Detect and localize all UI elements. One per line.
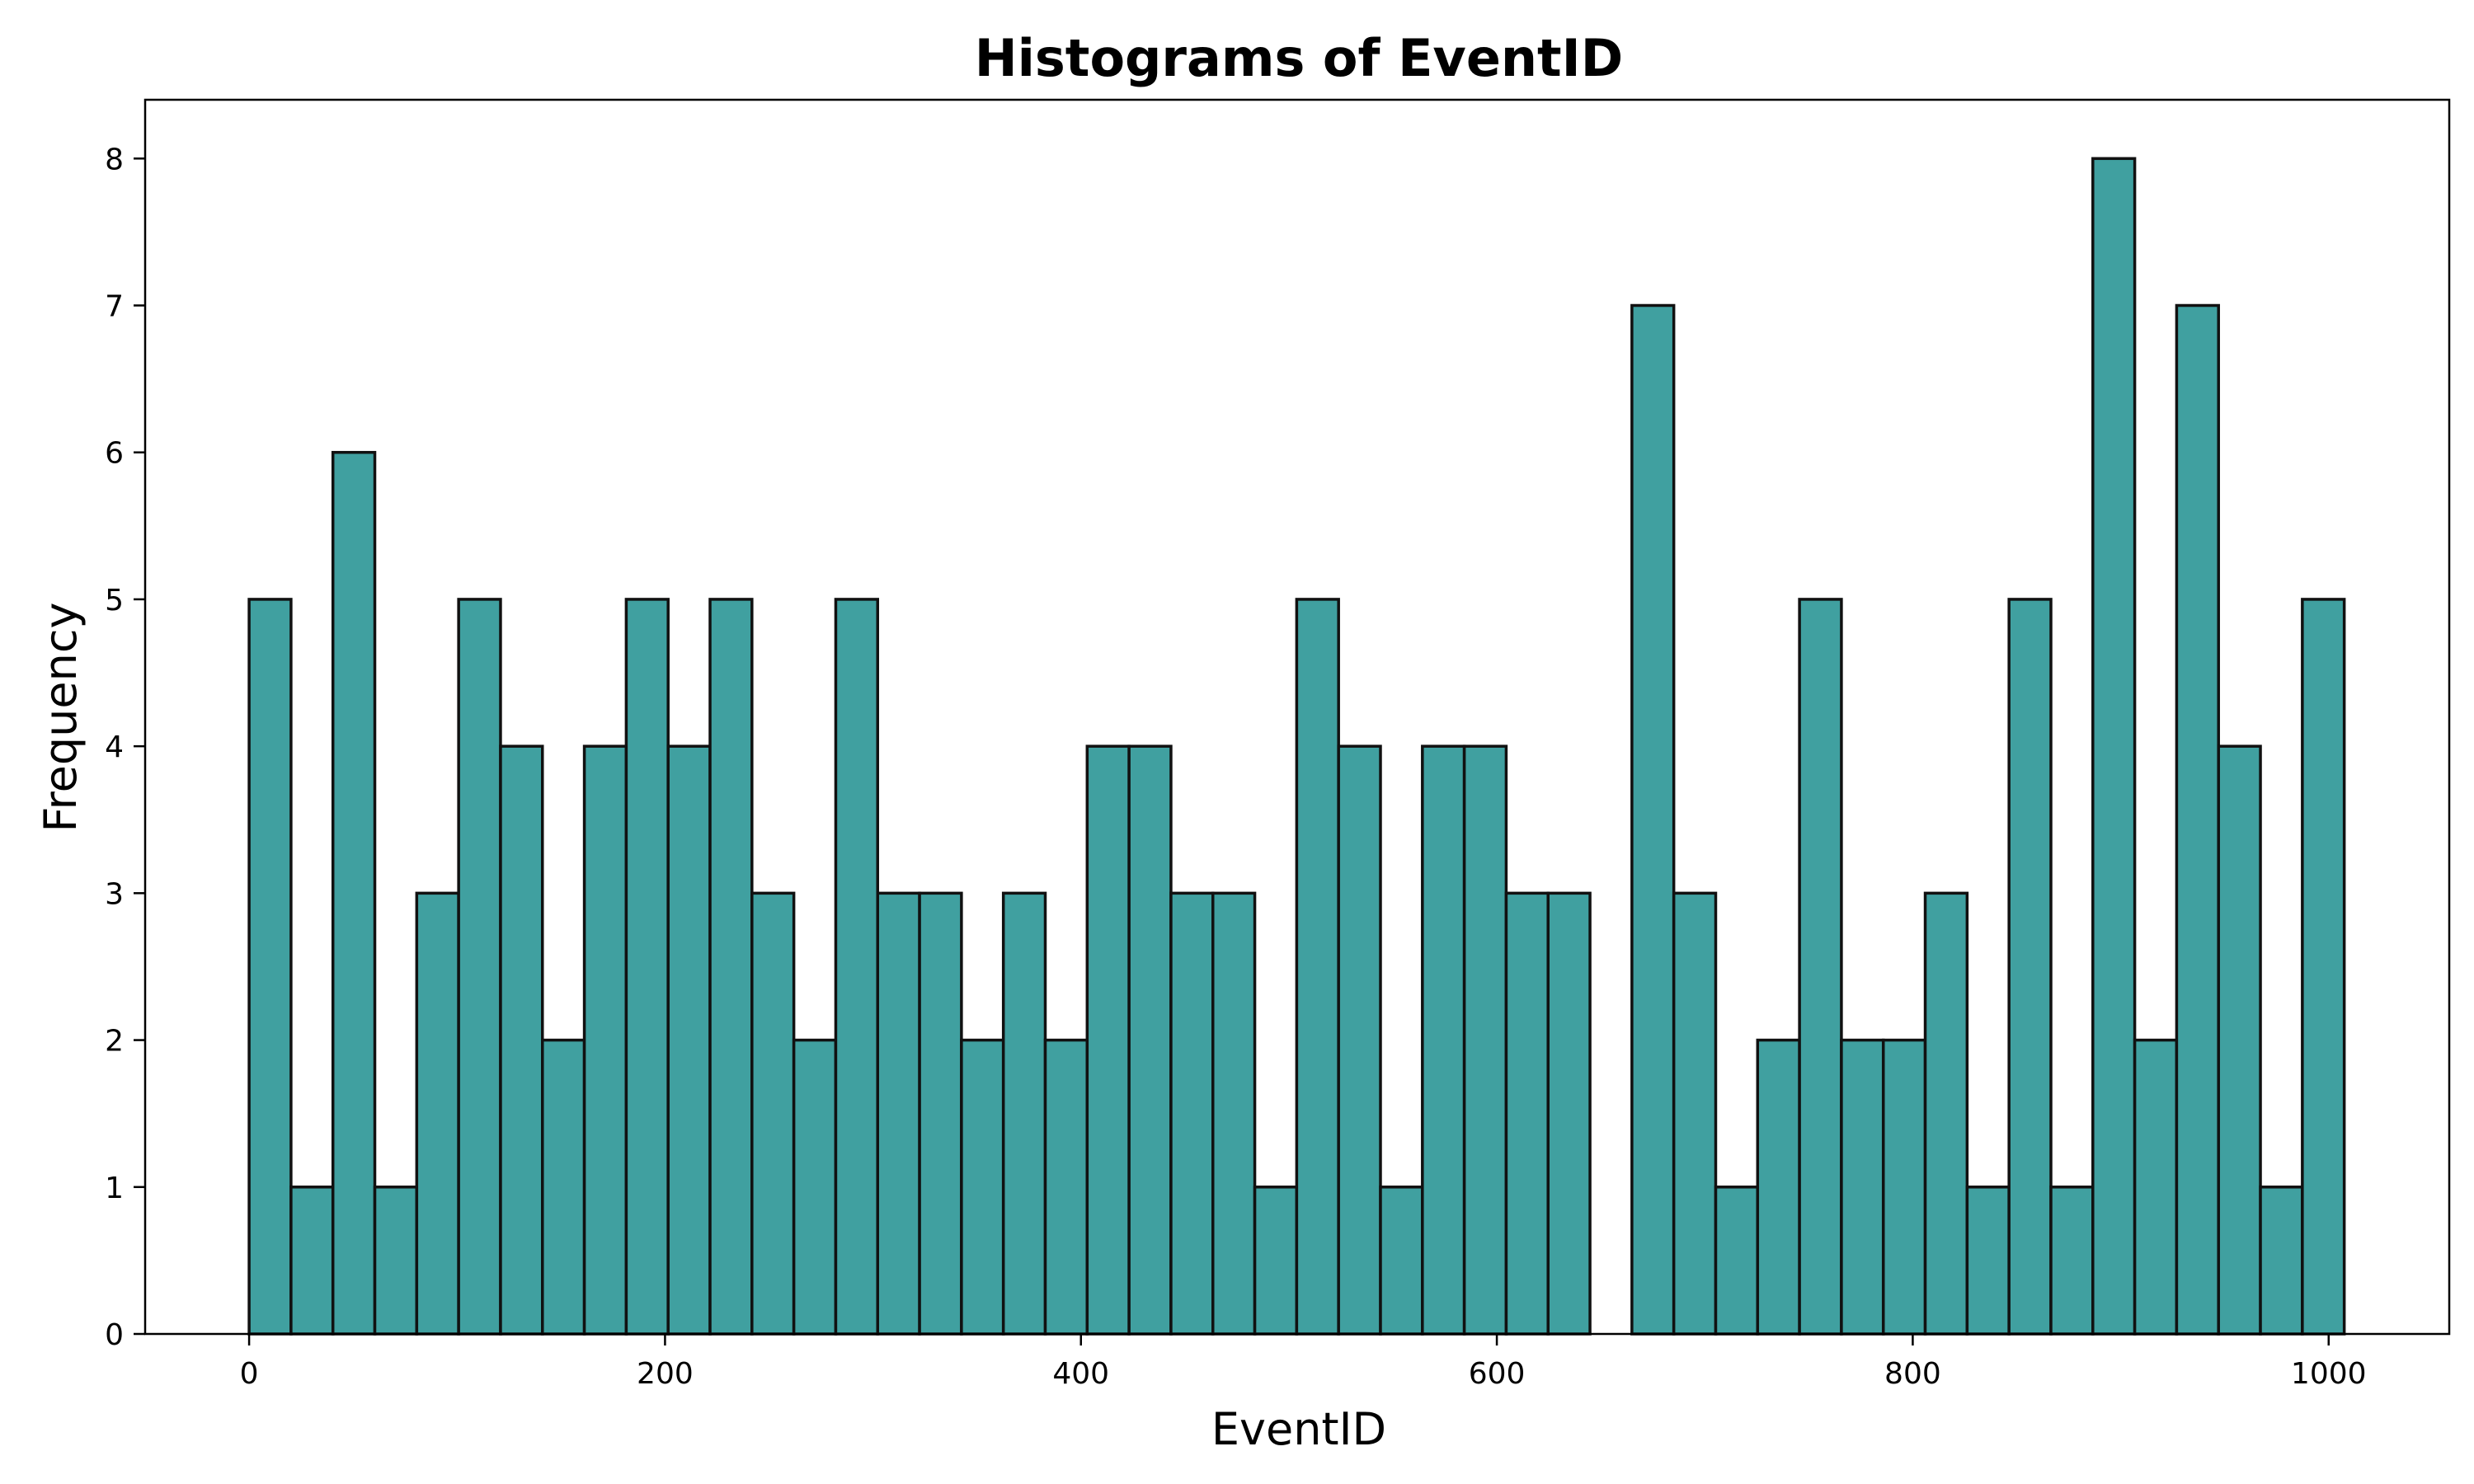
histogram-bar <box>499 744 544 1336</box>
histogram-bar <box>876 891 921 1336</box>
histogram-bar <box>582 744 628 1336</box>
histogram-bar <box>415 891 460 1336</box>
histogram-bar <box>457 598 502 1336</box>
histogram-bar <box>1379 1186 1424 1336</box>
histogram-bar <box>960 1038 1005 1336</box>
histogram-bar <box>1714 1186 1760 1336</box>
histogram-bar <box>2007 598 2053 1336</box>
x-tick-label: 0 <box>240 1357 259 1391</box>
histogram-bar <box>792 1038 838 1336</box>
bars-group <box>247 157 2346 1336</box>
histogram-bar <box>624 598 670 1336</box>
histogram-bar <box>1462 744 1508 1336</box>
histogram-bar <box>2175 303 2220 1336</box>
x-tick-label: 400 <box>1052 1357 1109 1391</box>
y-tick-label: 6 <box>105 437 124 471</box>
histogram-bar <box>750 891 796 1336</box>
y-tick-label: 0 <box>105 1318 124 1352</box>
histogram-bar <box>2133 1038 2179 1336</box>
histogram-bar <box>2301 598 2346 1336</box>
y-tick-label: 7 <box>105 290 124 324</box>
histogram-bar <box>1211 891 1257 1336</box>
histogram-bar <box>373 1186 419 1336</box>
histogram-bar <box>1421 744 1466 1336</box>
x-tick-label: 600 <box>1469 1357 1526 1391</box>
y-axis-label: Frequency <box>35 603 87 833</box>
x-tick-label: 1000 <box>2291 1357 2367 1391</box>
y-tick-label: 8 <box>105 143 124 176</box>
chart-title: Histograms of EventID <box>975 28 1623 88</box>
y-tick-label: 2 <box>105 1025 124 1059</box>
histogram-bar <box>1295 598 1340 1336</box>
histogram-bar <box>541 1038 586 1336</box>
histogram-bar <box>331 450 377 1336</box>
histogram-bar <box>1504 891 1550 1336</box>
histogram-bar <box>1169 891 1215 1336</box>
x-axis-label: EventID <box>1211 1403 1386 1455</box>
histogram-bar <box>1127 744 1173 1336</box>
histogram-bar <box>2259 1186 2304 1336</box>
histogram-bar <box>2091 157 2137 1336</box>
histogram-bar <box>2217 744 2262 1336</box>
histogram-bar <box>1337 744 1382 1336</box>
y-tick-label: 5 <box>105 584 124 618</box>
histogram-bar <box>247 598 293 1336</box>
histogram-bar <box>1672 891 1718 1336</box>
histogram-bar <box>1085 744 1131 1336</box>
histogram-bar <box>834 598 880 1336</box>
histogram-bar <box>289 1186 335 1336</box>
x-tick-label: 800 <box>1884 1357 1941 1391</box>
histogram-bar <box>1923 891 1969 1336</box>
plot-frame <box>143 98 2451 1336</box>
y-tick-label: 3 <box>105 877 124 911</box>
x-tick-label: 200 <box>637 1357 694 1391</box>
histogram-bar <box>1798 598 1843 1336</box>
histogram-bar <box>918 891 963 1336</box>
y-tick-label: 1 <box>105 1172 124 1205</box>
histogram-bar <box>2049 1186 2095 1336</box>
histogram-bar <box>1630 303 1676 1336</box>
histogram-bar <box>1965 1186 2011 1336</box>
y-tick-label: 4 <box>105 730 124 764</box>
y-axis: 0 1 2 3 4 5 6 7 8 <box>105 143 145 1352</box>
histogram-bar <box>1840 1038 1885 1336</box>
histogram-bar <box>1043 1038 1089 1336</box>
histogram-bar <box>1546 891 1592 1336</box>
histogram-bar <box>666 744 712 1336</box>
histogram-bar <box>708 598 754 1336</box>
histogram-bar <box>1881 1038 1927 1336</box>
histogram-bar <box>1001 891 1047 1336</box>
histogram-bar <box>1253 1186 1299 1336</box>
histogram-bar <box>1756 1038 1801 1336</box>
x-axis: 0 200 400 600 800 1000 <box>240 1334 2367 1391</box>
